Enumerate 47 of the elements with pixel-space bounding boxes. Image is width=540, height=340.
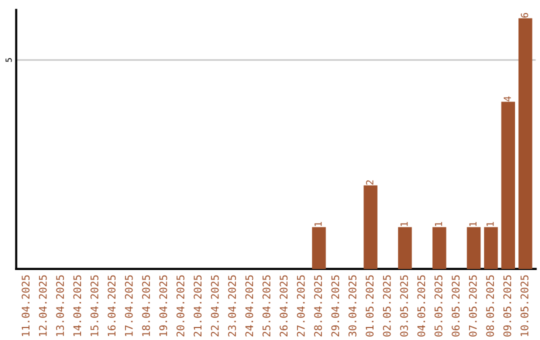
x-tick-label: 21.04.2025: [194, 275, 202, 336]
x-tick-label: 24.04.2025: [245, 275, 254, 336]
bar: [398, 227, 412, 269]
x-tick-label: 30.04.2025: [348, 275, 356, 337]
x-tick-label: 01.05.2025: [366, 275, 374, 337]
x-tick-label: 20.04.2025: [176, 275, 184, 336]
x-tick-label: 04.05.2025: [417, 275, 426, 337]
bar: [432, 227, 446, 269]
x-tick-label: 16.04.2025: [108, 275, 116, 336]
bar: [312, 227, 326, 269]
x-tick-label: 03.05.2025: [400, 275, 408, 337]
bar: [501, 102, 516, 269]
x-tick-label: 10.05.2025: [520, 275, 528, 336]
data-label: 1: [469, 222, 476, 226]
x-tick-label: 28.04.2025: [314, 275, 322, 336]
x-tick-label: 29.04.2025: [331, 275, 340, 336]
data-label: 4: [504, 96, 511, 102]
ref-line-label: 5: [6, 58, 12, 62]
x-tick-label: 13.04.2025: [56, 275, 64, 336]
x-tick-label: 05.05.2025: [434, 275, 442, 337]
x-tick-label: 11.04.2025: [22, 275, 30, 336]
x-tick-label: 15.04.2025: [90, 275, 98, 336]
x-tick-label: 09.05.2025: [503, 275, 512, 337]
x-tick-label: 19.04.2025: [159, 275, 168, 336]
data-label: 1: [486, 222, 494, 226]
x-tick-label: 23.04.2025: [228, 275, 236, 336]
x-tick-label: 17.04.2025: [124, 275, 133, 336]
x-tick-label: 06.05.2025: [452, 275, 460, 337]
x-tick-label: 18.04.2025: [142, 275, 150, 336]
data-label: 1: [434, 222, 442, 226]
x-tick-label: 07.05.2025: [468, 275, 477, 337]
x-tick-label: 27.04.2025: [296, 275, 305, 336]
bar: [364, 185, 378, 269]
x-tick-label: 26.04.2025: [280, 275, 288, 336]
bar: [518, 18, 532, 269]
x-tick-label: 12.04.2025: [38, 275, 47, 336]
bar: [466, 227, 481, 269]
x-tick-label: 08.05.2025: [486, 275, 494, 337]
data-label: 1: [314, 222, 322, 226]
x-tick-label: 02.05.2025: [382, 275, 391, 337]
data-label: 2: [366, 180, 374, 185]
data-label: 6: [520, 12, 528, 18]
x-tick-label: 25.04.2025: [262, 275, 270, 336]
bar: [484, 227, 498, 269]
x-tick-label: 14.04.2025: [73, 275, 82, 336]
x-tick-label: 22.04.2025: [210, 275, 219, 336]
data-label: 1: [400, 222, 408, 226]
